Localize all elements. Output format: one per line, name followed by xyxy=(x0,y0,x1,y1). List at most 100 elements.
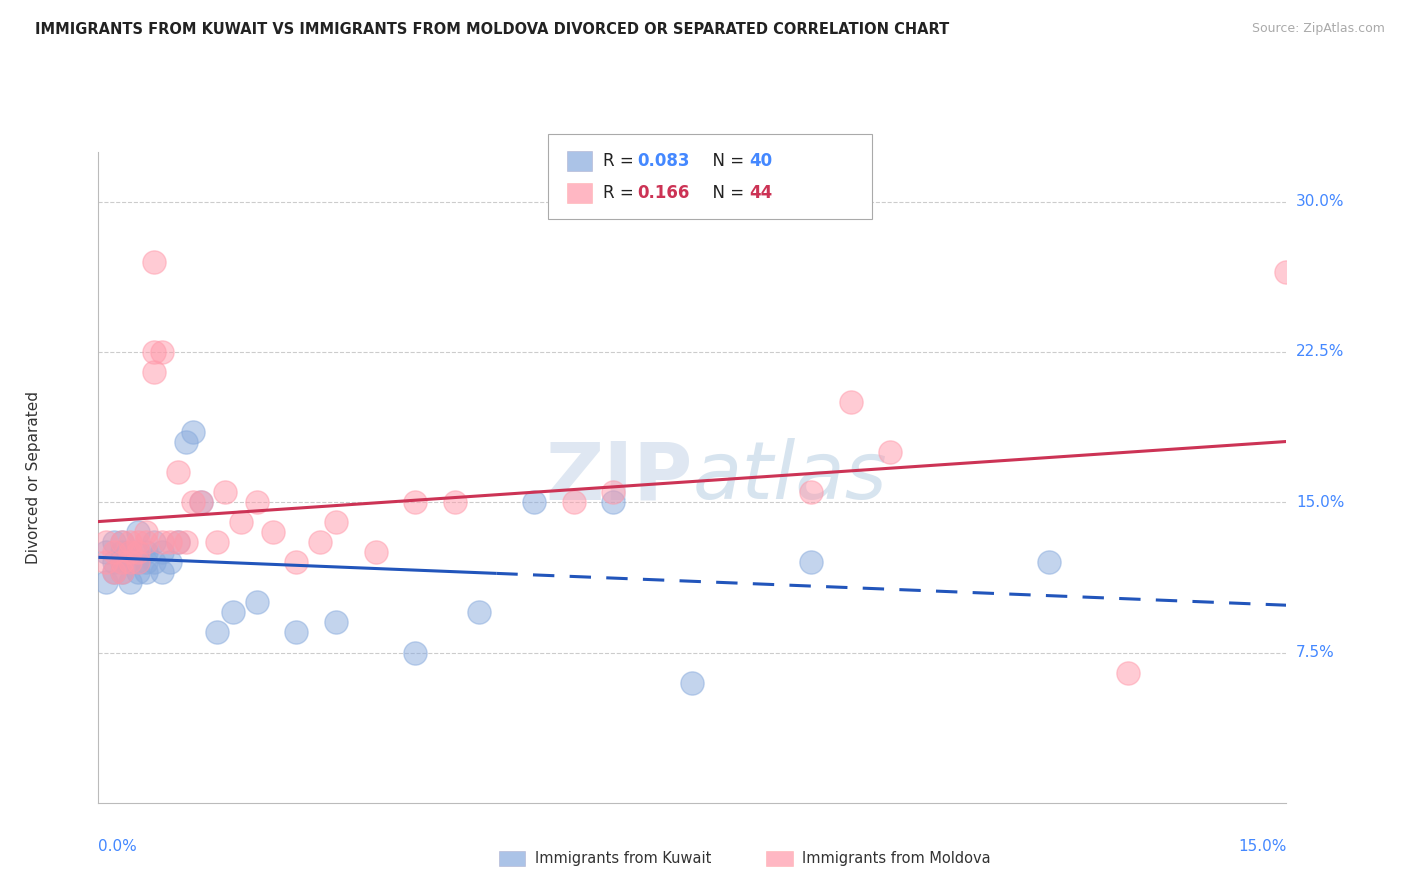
Point xyxy=(142,365,165,379)
Point xyxy=(190,495,212,509)
Point xyxy=(135,566,157,580)
Point xyxy=(467,606,489,620)
Text: Immigrants from Kuwait: Immigrants from Kuwait xyxy=(536,851,711,865)
Point xyxy=(96,555,118,569)
Point xyxy=(111,566,134,580)
Text: Immigrants from Moldova: Immigrants from Moldova xyxy=(803,851,991,865)
Point xyxy=(103,555,125,569)
Point xyxy=(127,566,149,580)
Point xyxy=(285,625,308,640)
Point xyxy=(135,545,157,559)
Point xyxy=(150,566,173,580)
Point xyxy=(1275,265,1298,279)
Point xyxy=(96,575,118,590)
Text: 0.166: 0.166 xyxy=(637,184,689,202)
Point xyxy=(111,555,134,569)
Point xyxy=(120,555,142,569)
Point xyxy=(103,566,125,580)
Point xyxy=(142,345,165,359)
Point xyxy=(103,535,125,549)
Point xyxy=(602,495,624,509)
Point xyxy=(214,485,236,500)
Text: N =: N = xyxy=(702,184,749,202)
Point xyxy=(166,535,188,549)
Text: IMMIGRANTS FROM KUWAIT VS IMMIGRANTS FROM MOLDOVA DIVORCED OR SEPARATED CORRELAT: IMMIGRANTS FROM KUWAIT VS IMMIGRANTS FRO… xyxy=(35,22,949,37)
Point xyxy=(120,535,142,549)
Point xyxy=(800,555,823,569)
Point xyxy=(142,255,165,269)
Text: atlas: atlas xyxy=(692,438,887,516)
Point xyxy=(127,555,149,569)
Point xyxy=(246,495,269,509)
Point xyxy=(111,566,134,580)
Point xyxy=(681,675,703,690)
Point xyxy=(150,535,173,549)
Point xyxy=(602,485,624,500)
Text: R =: R = xyxy=(603,184,640,202)
Point xyxy=(127,525,149,540)
Point xyxy=(879,445,901,459)
Point xyxy=(111,535,134,549)
Point xyxy=(166,465,188,479)
Point xyxy=(222,606,245,620)
Point xyxy=(404,495,426,509)
Point xyxy=(135,525,157,540)
Text: 15.0%: 15.0% xyxy=(1239,838,1286,854)
Point xyxy=(127,545,149,559)
Point xyxy=(127,535,149,549)
Point xyxy=(246,595,269,609)
Text: R =: R = xyxy=(603,152,640,170)
Point xyxy=(523,495,546,509)
Point xyxy=(309,535,332,549)
Point xyxy=(111,555,134,569)
Text: ZIP: ZIP xyxy=(546,438,692,516)
Point xyxy=(1116,665,1139,680)
Text: 44: 44 xyxy=(749,184,773,202)
Text: 0.083: 0.083 xyxy=(637,152,689,170)
Point xyxy=(103,566,125,580)
Point xyxy=(262,525,284,540)
Point xyxy=(135,535,157,549)
Point xyxy=(159,555,181,569)
Point xyxy=(325,615,347,630)
Point xyxy=(150,545,173,559)
Point xyxy=(120,545,142,559)
Point xyxy=(96,535,118,549)
Point xyxy=(120,545,142,559)
Point xyxy=(127,545,149,559)
Point xyxy=(174,435,197,450)
Point xyxy=(183,425,205,439)
Point xyxy=(103,545,125,559)
Text: 30.0%: 30.0% xyxy=(1296,194,1344,210)
Point xyxy=(190,495,212,509)
Text: 15.0%: 15.0% xyxy=(1296,495,1344,509)
Point xyxy=(120,575,142,590)
Point xyxy=(96,545,118,559)
Point xyxy=(135,555,157,569)
Point xyxy=(183,495,205,509)
Point xyxy=(120,555,142,569)
Text: Divorced or Separated: Divorced or Separated xyxy=(25,391,41,564)
Point xyxy=(142,555,165,569)
Point xyxy=(205,625,228,640)
Point xyxy=(150,345,173,359)
Point xyxy=(174,535,197,549)
Text: 22.5%: 22.5% xyxy=(1296,344,1344,359)
Point xyxy=(142,535,165,549)
Point xyxy=(364,545,387,559)
Point xyxy=(111,545,134,559)
Point xyxy=(800,485,823,500)
Text: 40: 40 xyxy=(749,152,772,170)
Point xyxy=(839,395,862,409)
Point xyxy=(111,535,134,549)
Point xyxy=(404,646,426,660)
Point xyxy=(159,535,181,549)
Point xyxy=(325,516,347,530)
Text: Source: ZipAtlas.com: Source: ZipAtlas.com xyxy=(1251,22,1385,36)
Point xyxy=(444,495,467,509)
Text: N =: N = xyxy=(702,152,749,170)
Point xyxy=(205,535,228,549)
Point xyxy=(166,535,188,549)
Point xyxy=(1038,555,1060,569)
Point xyxy=(285,555,308,569)
